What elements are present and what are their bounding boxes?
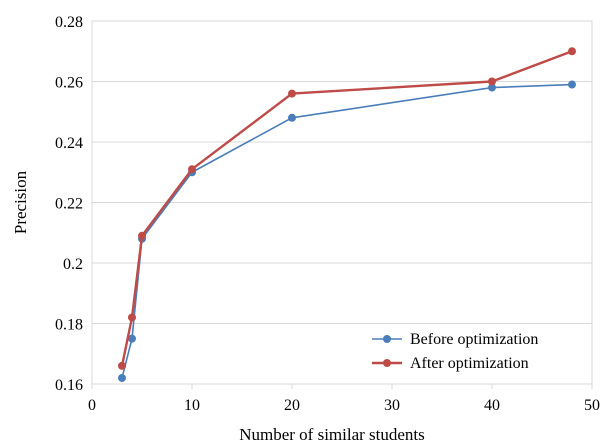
data-point <box>288 89 296 98</box>
data-point <box>138 231 146 240</box>
x-tick-label: 40 <box>484 397 500 414</box>
data-point <box>288 113 296 122</box>
x-axis-ticks: 0 10 20 30 40 50 <box>88 384 600 414</box>
x-tick-label: 10 <box>184 397 200 414</box>
plot-area-border <box>91 20 593 385</box>
data-point <box>188 165 196 174</box>
legend-swatch-marker <box>383 335 391 343</box>
legend-label: Before optimization <box>410 331 538 348</box>
x-axis-title: Number of similar students <box>239 425 425 444</box>
data-point <box>118 373 126 382</box>
series-after-optimization <box>118 47 576 370</box>
y-tick-label: 0.26 <box>55 75 83 92</box>
y-tick-label: 0.16 <box>55 377 83 394</box>
x-tick-label: 20 <box>284 397 300 414</box>
legend-item: Before optimization <box>372 331 538 348</box>
data-point <box>128 313 136 322</box>
legend-label: After optimization <box>410 355 529 372</box>
data-point <box>568 47 576 56</box>
y-axis-title: Precision <box>11 170 30 234</box>
y-tick-label: 0.2 <box>63 256 83 273</box>
legend-swatch-marker <box>383 359 391 367</box>
series-layer <box>118 47 576 382</box>
data-point <box>118 361 126 370</box>
legend-item: After optimization <box>372 355 529 372</box>
legend: Before optimization After optimization <box>372 331 538 372</box>
series-line <box>120 50 573 367</box>
x-tick-label: 0 <box>88 397 96 414</box>
data-point <box>488 83 496 92</box>
y-tick-label: 0.22 <box>55 196 83 213</box>
data-point <box>128 334 136 343</box>
data-point <box>568 80 576 89</box>
data-point <box>488 77 496 86</box>
x-tick-label: 50 <box>584 397 600 414</box>
y-tick-label: 0.24 <box>55 135 83 152</box>
y-tick-label: 0.18 <box>55 317 83 334</box>
y-tick-label: 0.28 <box>55 14 83 31</box>
y-axis-ticks: 0.16 0.18 0.2 0.22 0.24 0.26 0.28 <box>55 14 83 394</box>
x-tick-label: 30 <box>384 397 400 414</box>
